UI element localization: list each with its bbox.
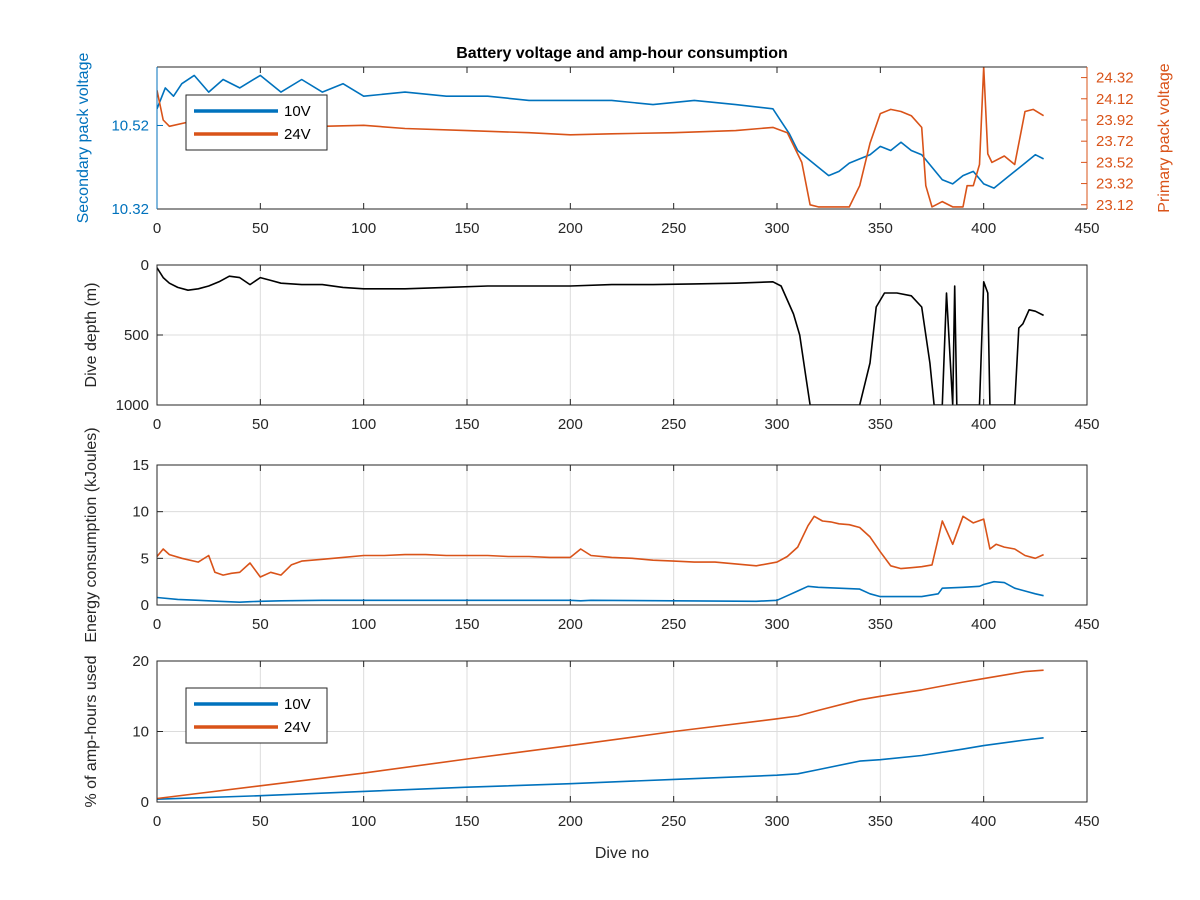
- series-line-24V: [157, 669, 1044, 800]
- x-tick-label: 0: [153, 813, 161, 830]
- x-tick-label: 450: [1074, 416, 1099, 433]
- right-y-tick-label: 23.92: [1096, 112, 1134, 129]
- x-tick-label: 0: [153, 220, 161, 237]
- x-tick-label: 100: [351, 416, 376, 433]
- x-tick-label: 50: [252, 220, 269, 237]
- x-tick-label: 200: [558, 813, 583, 830]
- x-tick-label: 350: [868, 813, 893, 830]
- x-tick-label: 450: [1074, 813, 1099, 830]
- series-line-series-0: [157, 267, 1044, 405]
- x-tick-label: 300: [764, 220, 789, 237]
- amp-hours-panel: 0 50 100 150 200 250 300 350 400 450 0 10 20 % of amp…: [83, 653, 1100, 862]
- x-tick-label: 0: [153, 416, 161, 433]
- y-axis-label: Energy consumption (kJoules): [83, 427, 100, 642]
- y-axis-label: Secondary pack voltage: [75, 53, 92, 224]
- y-tick-label: 0: [141, 794, 149, 811]
- y-tick-label: 0: [141, 597, 149, 614]
- x-tick-label: 400: [971, 416, 996, 433]
- legend-box: [185, 687, 328, 744]
- series-line-10V: [157, 737, 1044, 800]
- x-tick-label: 300: [764, 616, 789, 633]
- right-y-tick-label: 24.32: [1096, 70, 1134, 87]
- x-tick-label: 350: [868, 220, 893, 237]
- x-tick-label: 150: [454, 220, 479, 237]
- x-tick-label: 100: [351, 616, 376, 633]
- y-tick-label: 1000: [116, 397, 149, 414]
- voltage-panel: 0 50 100 150 200 250 300 350 400 450 10.32 10.52 23.…: [75, 45, 1173, 237]
- x-tick-label: 400: [971, 616, 996, 633]
- legend-label-24V: 24V: [284, 126, 311, 143]
- x-tick-label: 150: [454, 416, 479, 433]
- x-tick-label: 250: [661, 220, 686, 237]
- x-tick-label: 300: [764, 416, 789, 433]
- y-tick-label: 10.32: [111, 201, 149, 218]
- y-tick-label: 15: [132, 457, 149, 474]
- x-tick-label: 200: [558, 416, 583, 433]
- x-tick-label: 450: [1074, 616, 1099, 633]
- y-tick-label: 5: [141, 550, 149, 567]
- x-tick-label: 400: [971, 220, 996, 237]
- x-tick-label: 150: [454, 616, 479, 633]
- y-tick-label: 10: [132, 724, 149, 741]
- legend-label-10V: 10V: [284, 103, 311, 120]
- x-tick-label: 200: [558, 220, 583, 237]
- right-y-tick-label: 23.52: [1096, 154, 1134, 171]
- depth-panel: 0 50 100 150 200 250 300 350 400 450 0 500 1000 Dive …: [83, 257, 1100, 433]
- x-axis-label: Dive no: [595, 845, 649, 862]
- y-tick-label: 10.52: [111, 117, 149, 134]
- x-tick-label: 350: [868, 616, 893, 633]
- energy-panel: 0 50 100 150 200 250 300 350 400 450 0 5 10 15 Energy …: [83, 427, 1100, 642]
- x-tick-label: 50: [252, 616, 269, 633]
- x-tick-label: 100: [351, 813, 376, 830]
- series-line-series-0: [157, 515, 1044, 578]
- legend-box: [185, 94, 328, 151]
- chart-title: Battery voltage and amp-hour consumption: [456, 45, 788, 62]
- x-tick-label: 250: [661, 813, 686, 830]
- right-y-tick-label: 23.72: [1096, 133, 1134, 150]
- axes-box: [156, 464, 1088, 606]
- y-axis-label: Dive depth (m): [83, 283, 100, 388]
- x-tick-label: 250: [661, 616, 686, 633]
- series-line-10V: [157, 74, 1044, 189]
- axes-box: [156, 660, 1088, 803]
- x-tick-label: 50: [252, 813, 269, 830]
- y-tick-label: 10: [132, 504, 149, 521]
- series-line-series-1: [157, 580, 1044, 604]
- y-tick-label: 20: [132, 653, 149, 670]
- y-tick-label: 500: [124, 327, 149, 344]
- right-y-tick-label: 24.12: [1096, 91, 1134, 108]
- x-tick-label: 150: [454, 813, 479, 830]
- x-tick-label: 400: [971, 813, 996, 830]
- x-tick-label: 100: [351, 220, 376, 237]
- legend-label-10V: 10V: [284, 696, 311, 713]
- series-line-24V: [157, 67, 1045, 208]
- x-tick-label: 250: [661, 416, 686, 433]
- x-tick-label: 350: [868, 416, 893, 433]
- legend-label-24V: 24V: [284, 719, 311, 736]
- right-y-axis-label: Primary pack voltage: [1156, 63, 1173, 212]
- y-tick-label: 0: [141, 257, 149, 274]
- y-axis-label: % of amp-hours used: [83, 655, 100, 807]
- x-tick-label: 0: [153, 616, 161, 633]
- right-y-tick-label: 23.32: [1096, 176, 1134, 193]
- x-tick-label: 50: [252, 416, 269, 433]
- right-y-tick-label: 23.12: [1096, 197, 1134, 214]
- x-tick-label: 300: [764, 813, 789, 830]
- x-tick-label: 200: [558, 616, 583, 633]
- x-tick-label: 450: [1074, 220, 1099, 237]
- axes-box: [156, 264, 1088, 406]
